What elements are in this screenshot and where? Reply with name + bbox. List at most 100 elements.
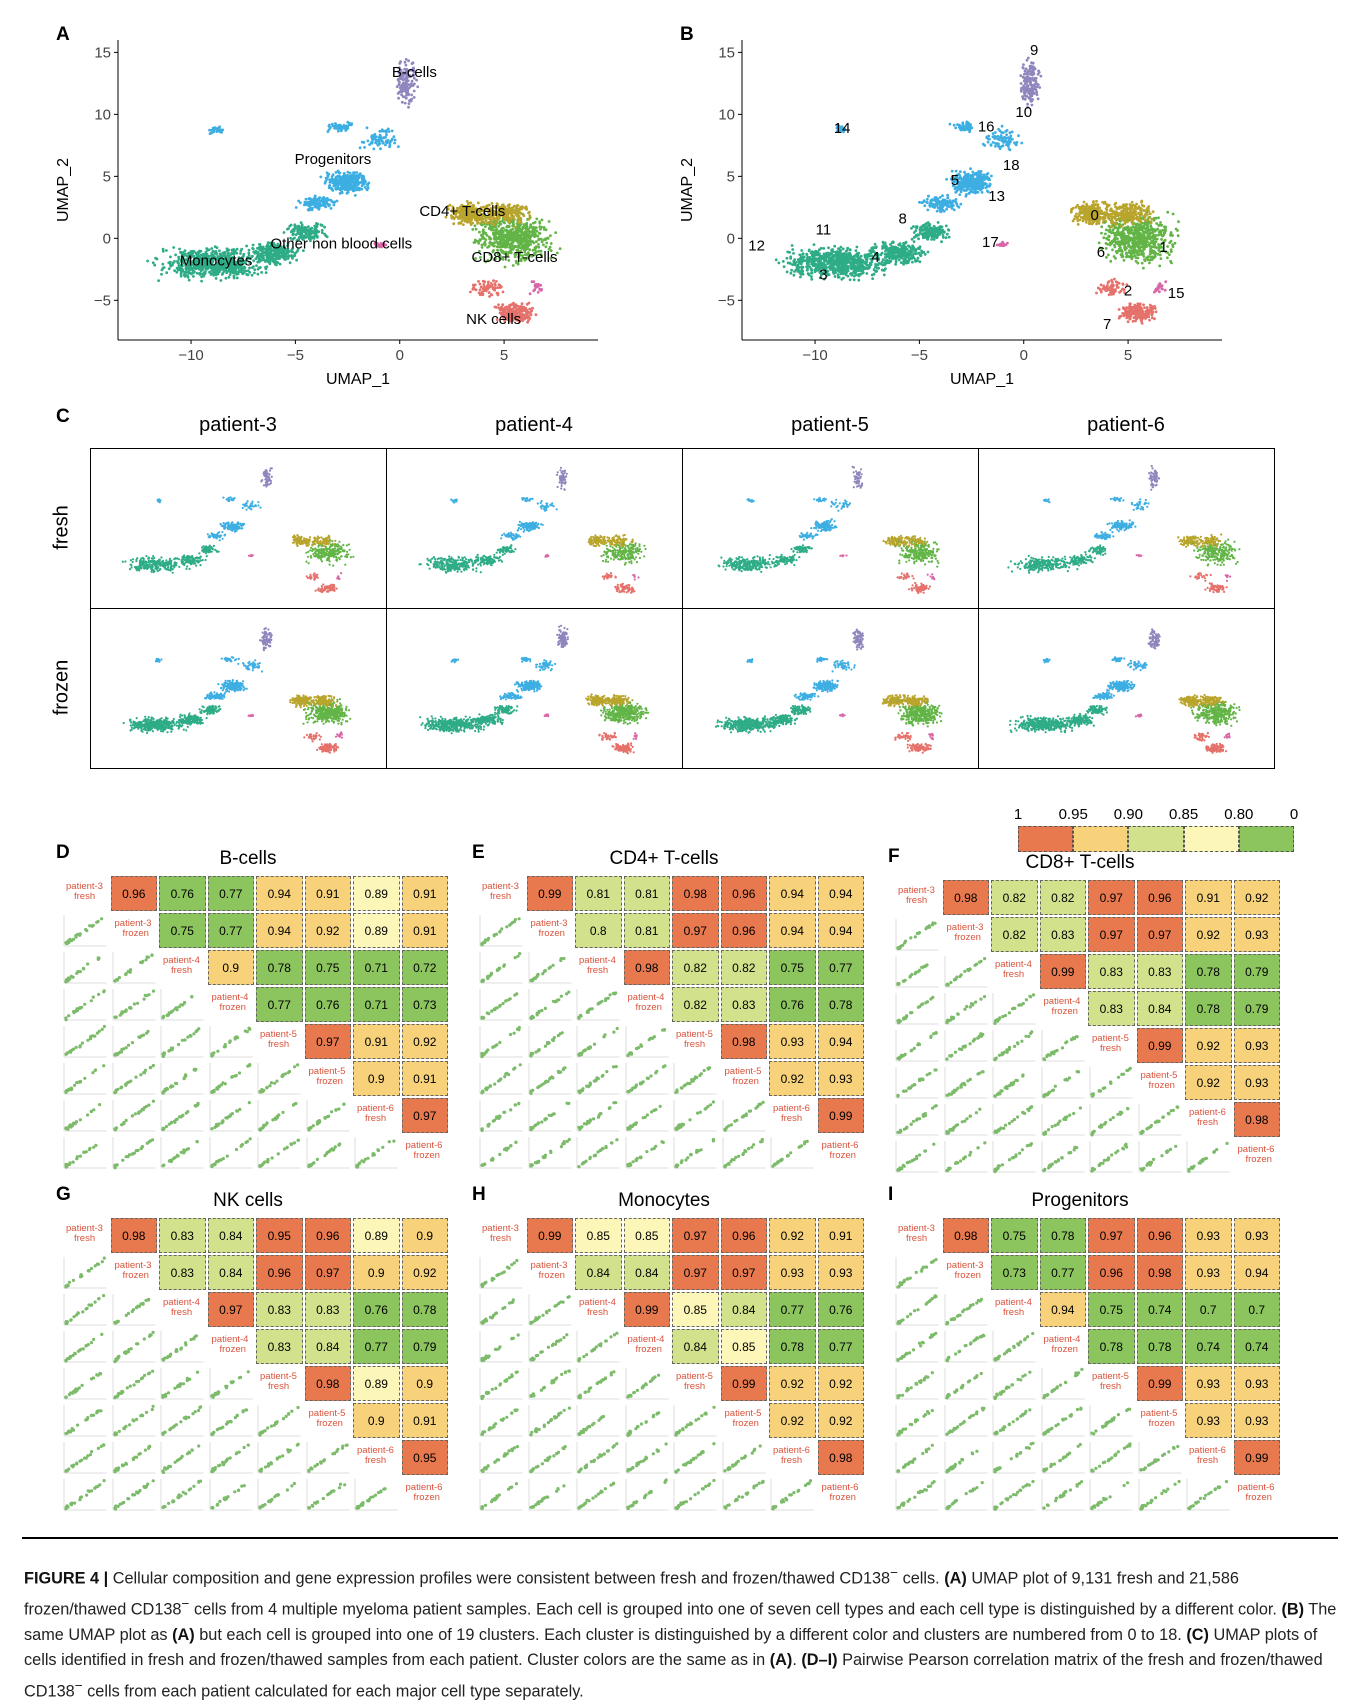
umap-point xyxy=(846,247,849,250)
umap-point xyxy=(829,268,832,271)
umap-point xyxy=(338,175,341,178)
umap-point xyxy=(507,204,510,207)
umap-point xyxy=(343,124,346,127)
umap-point xyxy=(248,271,251,274)
umap-point xyxy=(525,237,528,240)
umap-point xyxy=(169,256,172,259)
umap-point xyxy=(295,206,298,209)
umap-point xyxy=(930,238,933,241)
umap-point xyxy=(800,265,803,268)
umap-point xyxy=(892,241,895,244)
umap-point xyxy=(883,274,886,277)
umap-point xyxy=(899,248,902,251)
umap-point xyxy=(478,292,481,295)
umap-point xyxy=(226,247,229,250)
umap-point xyxy=(408,102,411,105)
umap-point xyxy=(462,223,465,226)
umap-point xyxy=(875,270,878,273)
umap-point xyxy=(837,273,840,276)
umap-point xyxy=(314,195,317,198)
umap-point xyxy=(937,207,940,210)
umap-point xyxy=(842,277,845,280)
umap-point xyxy=(218,125,221,128)
umap-point xyxy=(789,255,792,258)
umap-point xyxy=(252,248,255,251)
umap-point xyxy=(786,257,789,260)
umap-point xyxy=(922,233,925,236)
umap-point xyxy=(1024,76,1027,79)
umap-point xyxy=(407,94,410,97)
umap-point xyxy=(945,178,948,181)
umap-point xyxy=(915,227,918,230)
umap-point xyxy=(484,241,487,244)
umap-point xyxy=(793,258,796,261)
umap-point xyxy=(216,246,219,249)
umap-point xyxy=(855,260,858,263)
umap-point xyxy=(494,306,497,309)
umap-point xyxy=(518,241,521,244)
umap-point xyxy=(394,139,397,142)
umap-point xyxy=(838,254,841,257)
umap-point xyxy=(258,266,261,269)
umap-point xyxy=(532,242,535,245)
umap-point xyxy=(318,207,321,210)
umap-point xyxy=(1019,74,1022,77)
umap-point xyxy=(162,248,165,251)
umap-point xyxy=(370,135,373,138)
umap-point xyxy=(970,186,973,189)
umap-point xyxy=(494,284,497,287)
umap-point xyxy=(963,171,966,174)
umap-point xyxy=(512,222,515,225)
umap-point xyxy=(842,272,845,275)
umap-point xyxy=(829,259,832,262)
umap-point xyxy=(1005,143,1008,146)
umap-point xyxy=(407,106,410,109)
umap-point xyxy=(911,261,914,264)
umap-point xyxy=(795,261,798,264)
umap-point xyxy=(405,88,408,91)
umap-point xyxy=(368,182,371,185)
umap-point xyxy=(525,311,528,314)
umap-point xyxy=(338,124,341,127)
umap-point xyxy=(508,221,511,224)
umap-point xyxy=(355,174,358,177)
umap-point xyxy=(482,280,485,283)
umap-point xyxy=(355,186,358,189)
umap-point xyxy=(527,319,530,322)
umap-point xyxy=(504,243,507,246)
umap-point xyxy=(528,218,531,221)
umap-point xyxy=(559,247,562,250)
umap-point xyxy=(483,289,486,292)
umap-point xyxy=(516,212,519,215)
umap-point xyxy=(347,171,350,174)
umap-point xyxy=(897,249,900,252)
umap-point xyxy=(820,247,823,250)
umap-point xyxy=(982,143,985,146)
umap-point xyxy=(962,124,965,127)
umap-point xyxy=(405,58,408,61)
umap-point xyxy=(1037,73,1040,76)
umap-point xyxy=(833,245,836,248)
umap-point xyxy=(1005,137,1008,140)
umap-point xyxy=(492,229,495,232)
umap-point xyxy=(864,262,867,265)
umap-point xyxy=(853,278,856,281)
umap-point xyxy=(933,199,936,202)
umap-point xyxy=(511,228,514,231)
umap-point xyxy=(361,141,364,144)
umap-point xyxy=(245,273,248,276)
umap-point xyxy=(312,232,315,235)
umap-point xyxy=(477,280,480,283)
umap-point xyxy=(823,253,826,256)
umap-point xyxy=(810,260,813,263)
umap-point xyxy=(469,291,472,294)
umap-point xyxy=(379,135,382,138)
umap-point xyxy=(965,176,968,179)
umap-point xyxy=(996,142,999,145)
umap-point xyxy=(228,276,231,279)
umap-point xyxy=(185,271,188,274)
umap-point xyxy=(882,258,885,261)
umap-point xyxy=(901,252,904,255)
umap-point xyxy=(1035,88,1038,91)
umap-point xyxy=(504,266,507,269)
